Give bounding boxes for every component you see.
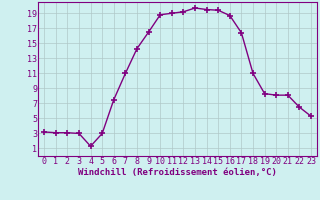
X-axis label: Windchill (Refroidissement éolien,°C): Windchill (Refroidissement éolien,°C): [78, 168, 277, 177]
